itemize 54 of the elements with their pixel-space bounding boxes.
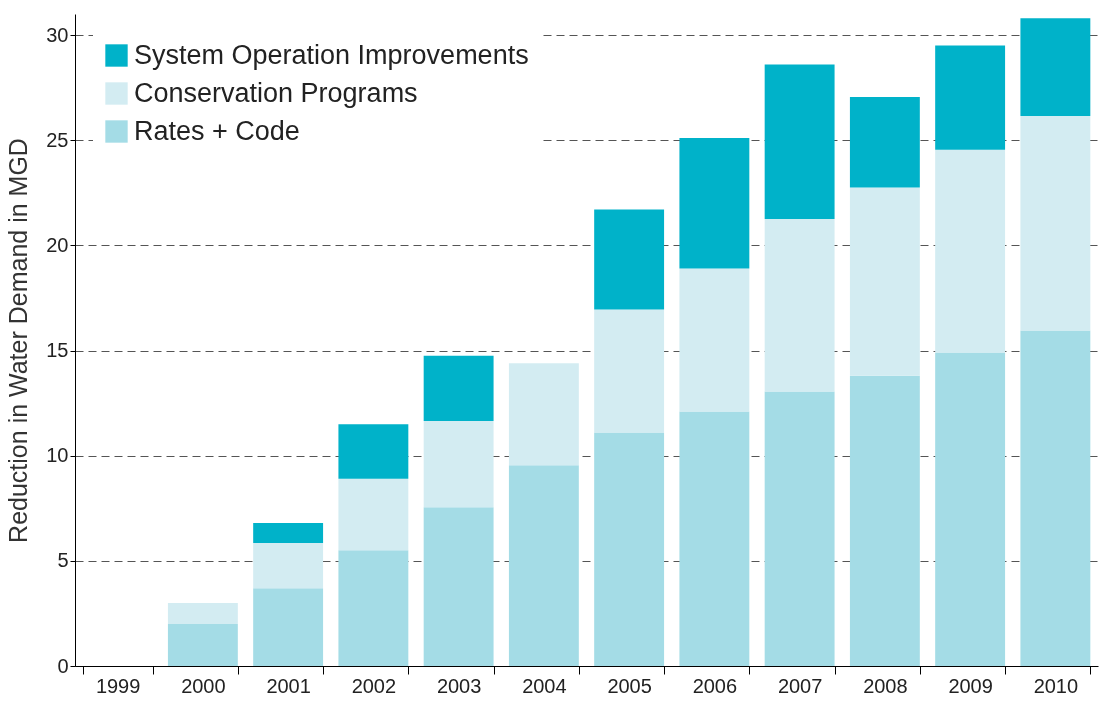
y-tick-label: 20 [46, 233, 69, 256]
bar [423, 420, 494, 508]
bar [423, 355, 494, 421]
bar [679, 268, 750, 412]
bar [167, 623, 238, 666]
bar [594, 309, 665, 433]
x-tick-label: 2007 [777, 674, 823, 697]
bar [1020, 18, 1091, 117]
bar [764, 391, 835, 666]
bar [338, 550, 409, 666]
y-tick-label: 15 [46, 339, 69, 362]
bar [849, 97, 920, 188]
x-tick-label: 2009 [948, 674, 993, 697]
bar [679, 411, 750, 666]
x-tick-label: 2006 [692, 674, 738, 697]
x-tick-label: 2000 [181, 674, 226, 697]
bar [594, 432, 665, 666]
bar [935, 352, 1006, 666]
bar [338, 478, 409, 551]
legend-label: Rates + Code [134, 115, 300, 146]
bar [1020, 330, 1091, 666]
y-tick-label: 30 [46, 23, 69, 46]
bar [849, 187, 920, 376]
bar [253, 522, 324, 543]
x-tick-label: 2005 [607, 674, 652, 697]
x-tick-label: 2002 [351, 674, 397, 697]
y-tick-label: 25 [46, 128, 69, 151]
y-tick-label: 10 [46, 444, 69, 467]
bar [338, 424, 409, 479]
x-tick-label: 2003 [436, 674, 482, 697]
x-tick-label: 2008 [863, 674, 908, 697]
bar [849, 375, 920, 666]
bar [508, 465, 579, 666]
bar [508, 363, 579, 466]
y-axis-title: Reduction in Water Demand in MGD [4, 138, 33, 543]
y-tick-label: 0 [57, 654, 69, 677]
bar [764, 219, 835, 392]
x-tick-label: 1999 [95, 674, 141, 697]
legend-label: System Operation Improvements [134, 39, 529, 70]
x-tick-label: 2001 [266, 674, 311, 697]
bar [935, 45, 1006, 150]
bar [167, 602, 238, 624]
bar [594, 209, 665, 310]
bar [679, 138, 750, 269]
bar [1020, 116, 1091, 331]
bar [253, 588, 324, 666]
bar [764, 64, 835, 220]
legend-label: Conservation Programs [134, 77, 418, 108]
bar [423, 507, 494, 666]
bar [253, 542, 324, 589]
x-tick-label: 2004 [522, 674, 567, 697]
x-tick-label: 2010 [1033, 674, 1079, 697]
y-tick-label: 5 [57, 549, 69, 572]
bar [935, 149, 1006, 353]
